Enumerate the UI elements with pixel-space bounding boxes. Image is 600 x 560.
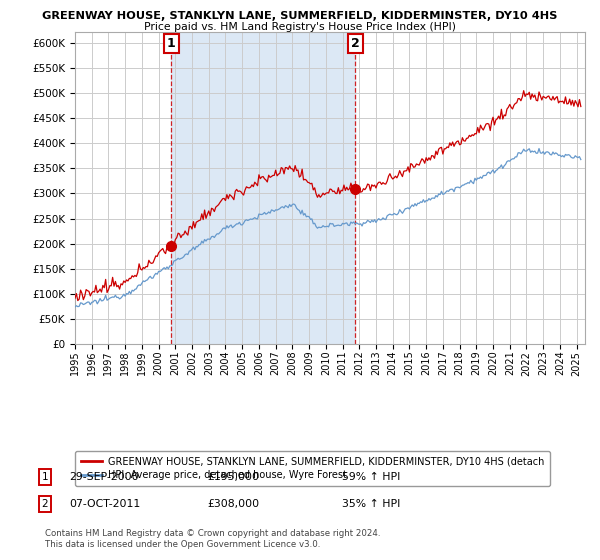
Text: 35% ↑ HPI: 35% ↑ HPI	[342, 499, 400, 509]
Text: 59% ↑ HPI: 59% ↑ HPI	[342, 472, 400, 482]
Text: 29-SEP-2000: 29-SEP-2000	[69, 472, 139, 482]
Text: 07-OCT-2011: 07-OCT-2011	[69, 499, 140, 509]
Text: Contains HM Land Registry data © Crown copyright and database right 2024.: Contains HM Land Registry data © Crown c…	[45, 529, 380, 538]
Text: £195,000: £195,000	[207, 472, 259, 482]
Bar	[171, 32, 355, 344]
Text: 1: 1	[41, 472, 49, 482]
Text: £308,000: £308,000	[207, 499, 259, 509]
Text: GREENWAY HOUSE, STANKLYN LANE, SUMMERFIELD, KIDDERMINSTER, DY10 4HS: GREENWAY HOUSE, STANKLYN LANE, SUMMERFIE…	[43, 11, 557, 21]
Text: 1: 1	[167, 37, 176, 50]
Text: 2: 2	[351, 37, 360, 50]
Legend: GREENWAY HOUSE, STANKLYN LANE, SUMMERFIELD, KIDDERMINSTER, DY10 4HS (detach, HPI: GREENWAY HOUSE, STANKLYN LANE, SUMMERFIE…	[75, 451, 550, 486]
Text: Price paid vs. HM Land Registry's House Price Index (HPI): Price paid vs. HM Land Registry's House …	[144, 22, 456, 32]
Text: 2: 2	[41, 499, 49, 509]
Text: This data is licensed under the Open Government Licence v3.0.: This data is licensed under the Open Gov…	[45, 540, 320, 549]
